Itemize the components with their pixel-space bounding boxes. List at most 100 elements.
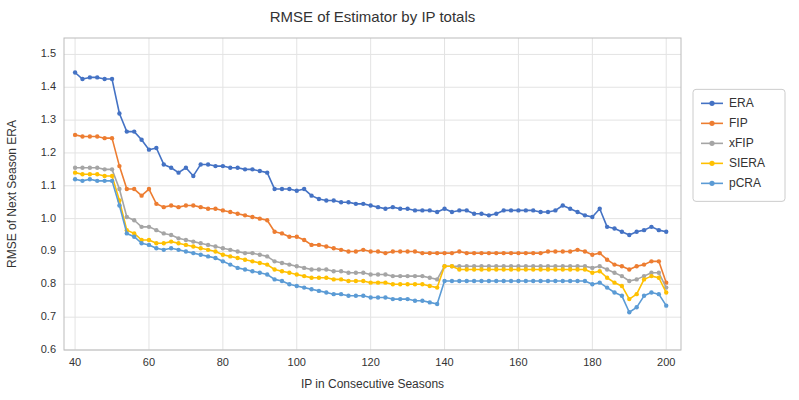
series-point: [634, 292, 638, 296]
series-point: [435, 210, 439, 214]
series-point: [117, 111, 121, 115]
x-grid-line: [518, 38, 519, 350]
series-point: [250, 167, 254, 171]
y-grid-line: [64, 185, 681, 186]
series-point: [228, 210, 232, 214]
series-point: [516, 267, 520, 271]
series-point: [524, 279, 528, 283]
series-point: [442, 264, 446, 268]
series-point: [125, 215, 129, 219]
series-point: [324, 198, 328, 202]
series-point: [509, 267, 513, 271]
series-point: [516, 208, 520, 212]
series-point: [376, 249, 380, 253]
series-point: [243, 167, 247, 171]
series-point: [568, 207, 572, 211]
x-grid-line: [75, 38, 76, 350]
y-tick-label: 0.7: [41, 310, 56, 322]
series-3: [73, 170, 669, 301]
series-point: [664, 303, 668, 307]
series-point: [250, 215, 254, 219]
series-point: [546, 249, 550, 253]
series-point: [258, 169, 262, 173]
series-point: [191, 251, 195, 255]
series-point: [428, 284, 432, 288]
series-point: [538, 267, 542, 271]
series-point: [339, 248, 343, 252]
series-point: [162, 162, 166, 166]
series-point: [634, 230, 638, 234]
series-point: [494, 251, 498, 255]
legend-marker: [709, 141, 714, 146]
series-point: [309, 193, 313, 197]
series-point: [457, 249, 461, 253]
series-point: [620, 284, 624, 288]
series-point: [642, 228, 646, 232]
series-point: [405, 207, 409, 211]
series-point: [442, 264, 446, 268]
series-point: [479, 279, 483, 283]
series-point: [487, 213, 491, 217]
series-point: [465, 267, 469, 271]
series-point: [302, 266, 306, 270]
series-point: [354, 249, 358, 253]
series-point: [376, 272, 380, 276]
series-group: [73, 70, 669, 314]
series-point: [258, 261, 262, 265]
series-point: [413, 282, 417, 286]
y-tick-label: 1.2: [41, 146, 56, 158]
series-point: [117, 187, 121, 191]
series-point: [280, 261, 284, 265]
series-point: [553, 208, 557, 212]
series-point: [413, 208, 417, 212]
y-tick-label: 1.0: [41, 212, 56, 224]
x-tick-label: 180: [583, 356, 601, 368]
y-grid-line: [64, 152, 681, 153]
series-point: [258, 216, 262, 220]
series-point: [176, 236, 180, 240]
series-point: [176, 241, 180, 245]
series-point: [605, 276, 609, 280]
series-point: [154, 241, 158, 245]
series-point: [376, 295, 380, 299]
series-point: [95, 166, 99, 170]
series-point: [102, 136, 106, 140]
series-point: [405, 274, 409, 278]
series-point: [125, 187, 129, 191]
series-point: [199, 246, 203, 250]
series-point: [221, 253, 225, 257]
series-point: [265, 262, 269, 266]
series-point: [102, 179, 106, 183]
series-point: [627, 310, 631, 314]
series-point: [450, 251, 454, 255]
legend-label: ERA: [729, 96, 754, 110]
series-point: [191, 239, 195, 243]
series-4: [73, 177, 669, 314]
series-point: [516, 279, 520, 283]
series-point: [213, 249, 217, 253]
series-point: [147, 238, 151, 242]
series-point: [472, 279, 476, 283]
series-line: [75, 179, 666, 312]
series-line: [75, 173, 666, 299]
series-point: [598, 207, 602, 211]
series-point: [575, 279, 579, 283]
series-point: [649, 259, 653, 263]
series-point: [649, 274, 653, 278]
series-point: [102, 77, 106, 81]
x-tick-label: 160: [509, 356, 527, 368]
series-point: [339, 269, 343, 273]
series-point: [472, 212, 476, 216]
series-point: [317, 197, 321, 201]
series-point: [354, 271, 358, 275]
chart-title: RMSE of Estimator by IP totals: [270, 8, 476, 25]
series-point: [228, 262, 232, 266]
series-point: [80, 77, 84, 81]
series-point: [280, 187, 284, 191]
plot-frame: [64, 38, 681, 350]
series-point: [391, 205, 395, 209]
series-point: [398, 207, 402, 211]
series-point: [265, 218, 269, 222]
series-point: [420, 299, 424, 303]
series-point: [501, 251, 505, 255]
